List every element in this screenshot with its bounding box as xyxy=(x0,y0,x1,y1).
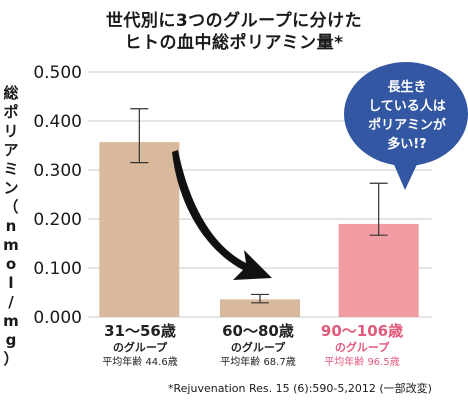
x-category-1: 31〜56歳 のグループ 平均年齢 44.6歳 xyxy=(80,322,200,370)
y-tick-label: 0.400 xyxy=(33,112,82,132)
error-bar xyxy=(130,108,149,164)
y-tick-label: 0.000 xyxy=(33,308,82,328)
mean-age-label: 平均年齢 96.5歳 xyxy=(324,357,400,368)
bubble-line: している人は xyxy=(368,99,446,114)
y-tick-label: 0.500 xyxy=(33,63,82,83)
bar xyxy=(338,223,419,317)
bar xyxy=(99,142,180,317)
y-axis-label-char: ） xyxy=(3,350,19,368)
x-tick-label: 60〜80歳 xyxy=(222,322,294,340)
y-axis-label-char: ミ xyxy=(3,160,19,178)
group-label: のグループ xyxy=(230,341,286,354)
decline-arrow-icon xyxy=(172,150,272,280)
y-axis-label-char: ン xyxy=(3,179,19,197)
bubble-line: 多い!? xyxy=(387,137,427,152)
y-axis-label-char: n xyxy=(5,217,17,235)
y-axis-label-char: m xyxy=(3,312,19,330)
group-label: のグループ xyxy=(112,341,168,354)
y-axis-label-char: 総 xyxy=(3,84,19,102)
y-axis-label-char: m xyxy=(3,236,19,254)
y-axis-label-char: （ xyxy=(3,198,19,216)
chart-title-line-2: ヒトの血中総ポリアミン量* xyxy=(124,33,344,53)
bubble-line: ポリアミンが xyxy=(368,118,446,133)
y-axis-label-char: リ xyxy=(3,122,19,140)
y-axis-label-char: g xyxy=(5,331,17,349)
y-axis-label-char: ア xyxy=(3,141,19,159)
y-axis-label-char: l xyxy=(8,274,14,292)
y-axis-label-char: / xyxy=(8,293,14,311)
mean-age-label: 平均年齢 68.7歳 xyxy=(220,357,296,368)
group-label: のグループ xyxy=(334,341,390,354)
bar xyxy=(220,299,300,317)
y-tick-label: 0.200 xyxy=(33,210,82,230)
chart-title-line-1: 世代別に3つのグループに分けた xyxy=(105,11,363,31)
error-bar xyxy=(251,293,269,304)
bubble-line: 長生き xyxy=(387,80,427,95)
speech-bubble-text: 長生き している人は ポリアミンが 多い!? xyxy=(352,78,462,154)
x-tick-label: 90〜106歳 xyxy=(320,322,404,340)
y-axis-label-char: o xyxy=(5,255,17,273)
y-tick-label: 0.300 xyxy=(33,161,82,181)
error-bar xyxy=(369,182,388,236)
y-tick-label: 0.100 xyxy=(33,259,82,279)
speech-bubble xyxy=(344,62,468,190)
error-bars xyxy=(130,108,388,304)
footnote: *Rejuvenation Res. 15 (6):590-5,2012 (一部… xyxy=(168,382,432,395)
mean-age-label: 平均年齢 44.6歳 xyxy=(102,357,178,368)
y-tick-labels: 0.000 0.100 0.200 0.300 0.400 0.500 xyxy=(33,63,82,328)
x-category-3: 90〜106歳 のグループ 平均年齢 96.5歳 xyxy=(302,322,422,370)
bars xyxy=(99,142,419,317)
y-axis-label-char: ポ xyxy=(3,103,19,121)
y-axis-label: 総ポリアミン（n m o l / m g） xyxy=(1,84,21,369)
x-category-2: 60〜80歳 のグループ 平均年齢 68.7歳 xyxy=(198,322,318,370)
x-tick-label: 31〜56歳 xyxy=(104,322,176,340)
